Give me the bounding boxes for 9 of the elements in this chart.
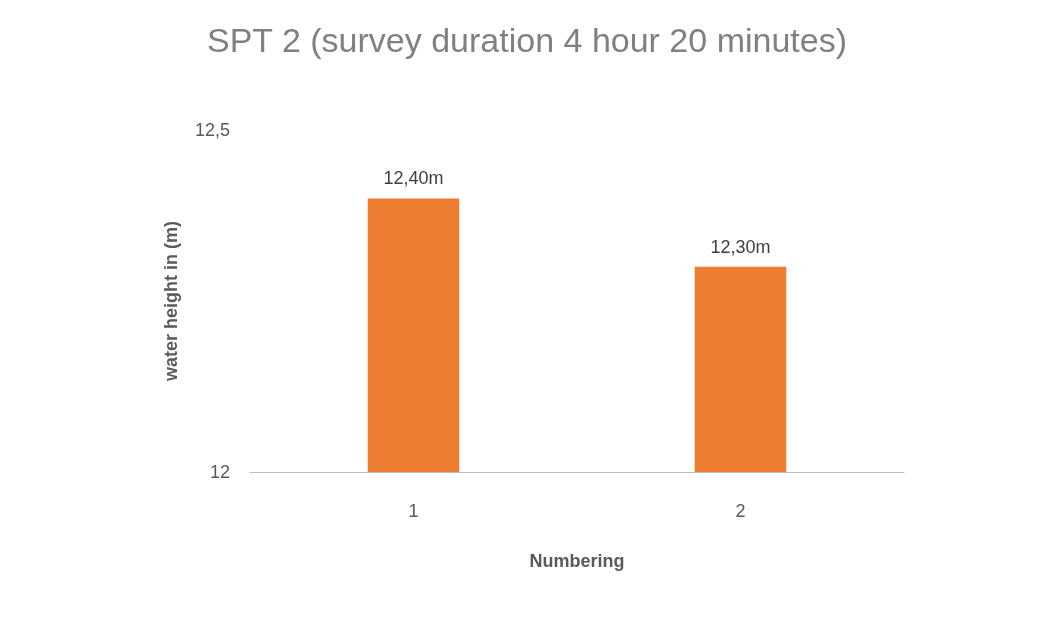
x-axis-title: Numbering: [529, 551, 625, 571]
x-tick-label: 1: [408, 501, 419, 521]
y-tick-label: 12: [209, 462, 230, 482]
data-label: 12,40m: [383, 168, 444, 189]
y-tick-label: 12,5: [194, 120, 230, 140]
chart-title: SPT 2 (survey duration 4 hour 20 minutes): [206, 21, 848, 59]
x-tick-label: 2: [735, 501, 746, 521]
data-label: 12,30m: [710, 236, 771, 257]
y-axis-title: water height in (m): [161, 220, 181, 383]
